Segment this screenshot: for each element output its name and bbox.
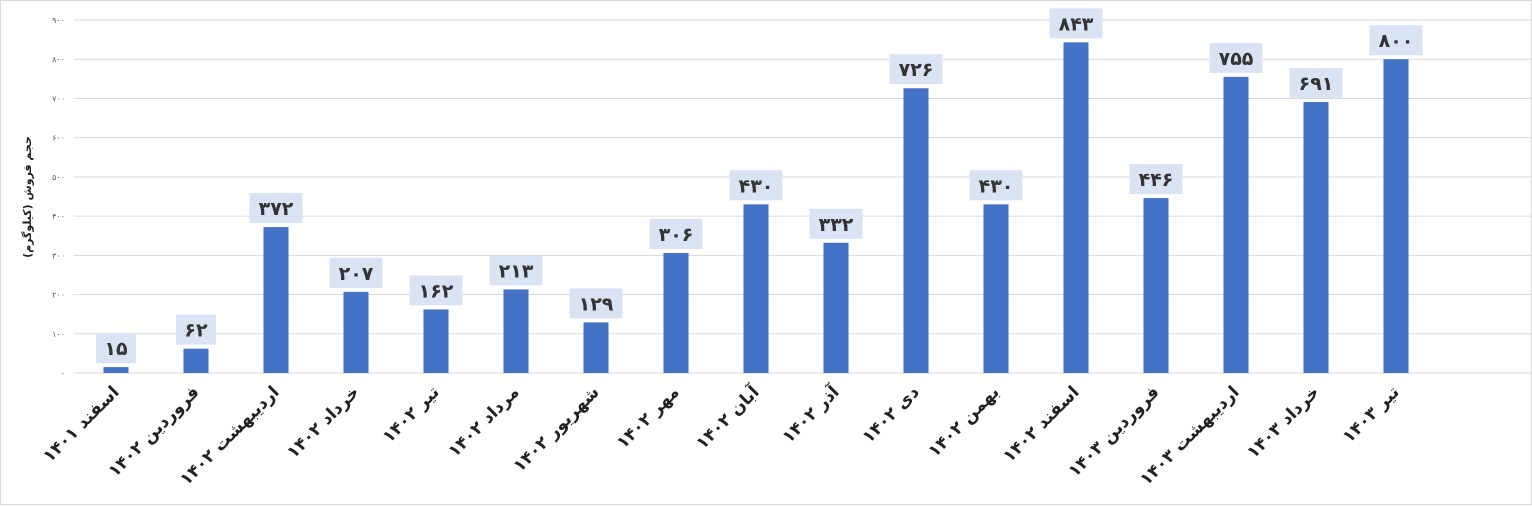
y-tick-label: ۸۰۰	[52, 55, 65, 64]
data-label: ۱۲۹	[579, 293, 614, 315]
data-label: ۷۲۶	[899, 59, 934, 81]
data-label-box	[569, 288, 623, 319]
bar	[1143, 198, 1169, 373]
bar	[1063, 42, 1089, 374]
data-label: ۲۰۷	[339, 263, 374, 285]
data-label-box	[649, 218, 703, 249]
data-label-box	[409, 275, 463, 306]
y-tick-label: ۵۰۰	[52, 173, 65, 182]
bar	[103, 367, 129, 373]
data-label: ۶۲	[184, 320, 208, 342]
x-tick-label: دی ۱۴۰۲	[859, 382, 924, 447]
bar	[663, 252, 689, 373]
y-tick-label: ۹۰۰	[52, 16, 65, 25]
data-label-box	[889, 54, 943, 85]
data-label-box	[96, 333, 136, 364]
bar	[1303, 101, 1329, 374]
bar	[423, 309, 449, 373]
bar	[503, 289, 529, 373]
data-label-box	[809, 208, 863, 239]
y-tick-label: ۱۰۰	[52, 330, 65, 339]
data-label: ۸۴۳	[1059, 13, 1094, 35]
y-tick-label: ۷۰۰	[52, 94, 65, 103]
data-label: ۲۱۳	[499, 260, 534, 282]
x-tick-label: شهریور ۱۴۰۲	[510, 382, 604, 476]
y-axis-title: حجم فروش (کیلوگرم)	[21, 136, 34, 258]
data-label-box	[489, 255, 543, 286]
y-tick-label: ۳۰۰	[52, 251, 65, 260]
bar	[823, 242, 849, 373]
y-tick-label: ۰	[61, 369, 65, 378]
data-label: ۱۶۲	[419, 280, 454, 302]
data-label-box	[329, 257, 383, 288]
x-tick-label: تیر ۱۴۰۲	[379, 382, 444, 447]
data-label-box	[1369, 25, 1423, 56]
data-label: ۴۴۶	[1139, 169, 1174, 191]
x-tick-label: اسفند ۱۴۰۱	[39, 382, 123, 466]
data-label-box	[1129, 164, 1183, 195]
bar	[903, 88, 929, 373]
y-tick-label: ۲۰۰	[52, 291, 65, 300]
data-label: ۶۹۱	[1299, 73, 1334, 95]
bar	[343, 291, 369, 373]
bars	[103, 42, 1409, 374]
bar	[743, 204, 769, 373]
data-label: ۳۰۶	[659, 224, 694, 246]
gridlines	[74, 19, 1531, 374]
x-tick-label: اسفند ۱۴۰۲	[999, 382, 1083, 466]
bar	[183, 348, 209, 373]
data-label: ۴۳۰	[739, 175, 774, 197]
data-label: ۳۳۲	[819, 214, 854, 236]
data-label-box	[176, 314, 216, 345]
x-tick-label: مهر ۱۴۰۲	[613, 382, 684, 453]
data-label: ۴۳۰	[979, 175, 1014, 197]
data-label-box	[1289, 67, 1343, 98]
bar	[583, 322, 609, 373]
x-tick-label: خرداد ۱۴۰۲	[283, 382, 363, 462]
x-tick-label: خرداد ۱۴۰۳	[1243, 382, 1323, 462]
data-label: ۱۵	[104, 338, 128, 360]
bar	[983, 204, 1009, 373]
data-label: ۷۵۵	[1219, 48, 1254, 70]
bar	[1223, 76, 1249, 373]
data-label-box	[729, 170, 783, 201]
data-label-box	[1049, 8, 1103, 39]
x-tick-label: آبان ۱۴۰۲	[691, 380, 764, 453]
data-labels: ۱۵ ۶۲ ۳۷۲ ۲۰۷ ۱۶۲ ۲۱۳ ۱۲۹ ۳۰۶ ۴۳۰ ۳۳۲ ۷۲۶ ۴۳۰ ۸۴۳ ۴۴۶…	[96, 8, 1423, 364]
y-axis-ticks: ۰ ۱۰۰ ۲۰۰ ۳۰۰ ۴۰۰ ۵۰۰ ۶۰۰ ۷۰۰ ۸۰۰ ۹۰۰	[52, 16, 65, 378]
x-tick-label: تیر ۱۴۰۳	[1339, 382, 1404, 447]
data-label: ۸۰۰	[1379, 30, 1414, 52]
data-label-box	[969, 170, 1023, 201]
y-tick-label: ۶۰۰	[52, 134, 65, 143]
x-tick-label: بهمن ۱۴۰۲	[925, 382, 1004, 461]
y-tick-label: ۴۰۰	[52, 212, 65, 221]
data-label-box	[1209, 42, 1263, 73]
data-label: ۳۷۲	[259, 198, 294, 220]
bar	[263, 227, 289, 373]
x-tick-label: مرداد ۱۴۰۲	[444, 382, 523, 461]
bar	[1383, 59, 1409, 373]
x-tick-label: آذر ۱۴۰۲	[777, 380, 844, 447]
data-label-box	[249, 193, 303, 224]
